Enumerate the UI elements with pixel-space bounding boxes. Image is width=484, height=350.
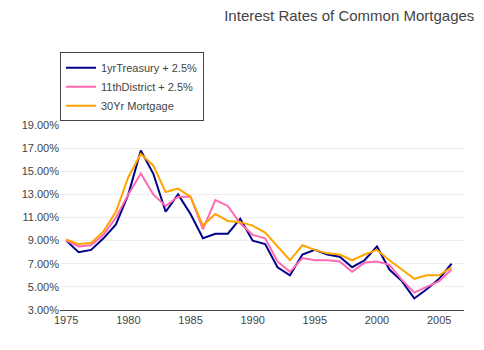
svg-text:3.00%: 3.00% [28, 304, 59, 316]
svg-text:11.00%: 11.00% [23, 211, 60, 223]
svg-text:7.00%: 7.00% [28, 258, 59, 270]
svg-text:11thDistrict + 2.5%: 11thDistrict + 2.5% [101, 81, 193, 93]
svg-text:1995: 1995 [303, 314, 327, 326]
svg-text:13.00%: 13.00% [22, 188, 60, 200]
svg-text:9.00%: 9.00% [28, 234, 59, 246]
svg-text:19.00%: 19.00% [22, 119, 60, 131]
svg-text:2000: 2000 [365, 314, 389, 326]
svg-text:1975: 1975 [54, 314, 78, 326]
svg-text:17.00%: 17.00% [22, 142, 60, 154]
svg-text:1985: 1985 [178, 314, 202, 326]
svg-text:5.00%: 5.00% [28, 281, 59, 293]
svg-text:Interest Rates of Common Mortg: Interest Rates of Common Mortgages [224, 7, 474, 24]
svg-text:1980: 1980 [116, 314, 140, 326]
svg-text:1990: 1990 [240, 314, 264, 326]
svg-text:2005: 2005 [427, 314, 451, 326]
svg-text:15.00%: 15.00% [22, 165, 60, 177]
svg-text:1yrTreasury + 2.5%: 1yrTreasury + 2.5% [101, 62, 197, 74]
svg-text:30Yr Mortgage: 30Yr Mortgage [101, 100, 174, 112]
